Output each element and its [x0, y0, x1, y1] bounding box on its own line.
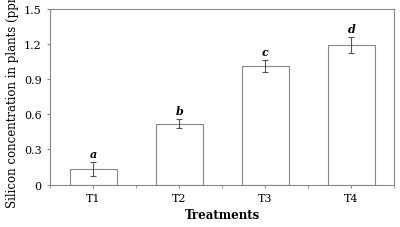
Bar	[242, 67, 289, 185]
Bar	[70, 170, 117, 185]
Bar	[328, 46, 375, 185]
Text: d: d	[348, 24, 355, 35]
Text: b: b	[176, 106, 183, 116]
Text: c: c	[262, 47, 269, 58]
Text: a: a	[90, 149, 97, 160]
Bar	[156, 124, 203, 185]
X-axis label: Treatments: Treatments	[185, 209, 260, 222]
Y-axis label: Silicon concentration in plants (ppm): Silicon concentration in plants (ppm)	[6, 0, 18, 207]
